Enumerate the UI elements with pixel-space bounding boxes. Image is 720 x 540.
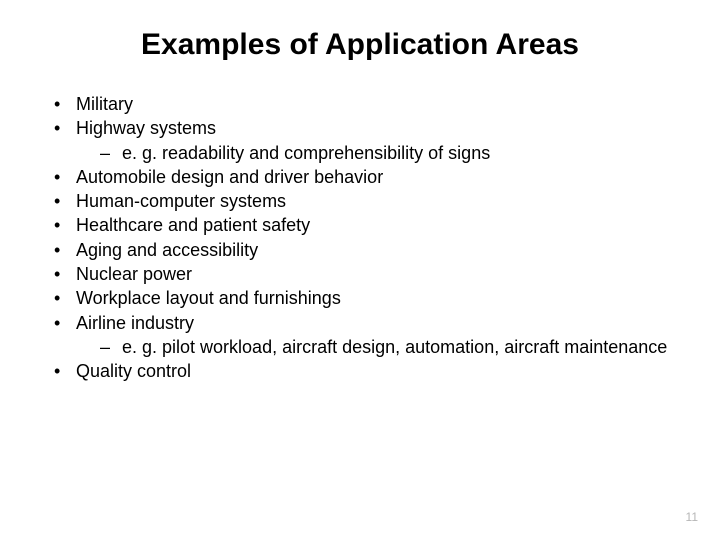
- list-item: e. g. pilot workload, aircraft design, a…: [100, 335, 690, 359]
- list-item: Highway systems e. g. readability and co…: [50, 116, 690, 165]
- list-item: Aging and accessibility: [50, 238, 690, 262]
- bullet-text: Automobile design and driver behavior: [76, 167, 383, 187]
- list-item: Automobile design and driver behavior: [50, 165, 690, 189]
- slide-title: Examples of Application Areas: [0, 0, 720, 92]
- slide: Examples of Application Areas Military H…: [0, 0, 720, 540]
- bullet-list: Military Highway systems e. g. readabili…: [50, 92, 690, 384]
- bullet-text: Quality control: [76, 361, 191, 381]
- list-item: Airline industry e. g. pilot workload, a…: [50, 311, 690, 360]
- bullet-text: Human-computer systems: [76, 191, 286, 211]
- list-item: Human-computer systems: [50, 189, 690, 213]
- list-item: e. g. readability and comprehensibility …: [100, 141, 690, 165]
- bullet-text: Workplace layout and furnishings: [76, 288, 341, 308]
- list-item: Healthcare and patient safety: [50, 213, 690, 237]
- list-item: Military: [50, 92, 690, 116]
- bullet-text: Military: [76, 94, 133, 114]
- list-item: Workplace layout and furnishings: [50, 286, 690, 310]
- slide-body: Military Highway systems e. g. readabili…: [0, 92, 720, 384]
- bullet-text: Aging and accessibility: [76, 240, 258, 260]
- sub-bullet-list: e. g. pilot workload, aircraft design, a…: [76, 335, 690, 359]
- bullet-text: Healthcare and patient safety: [76, 215, 310, 235]
- bullet-text: e. g. pilot workload, aircraft design, a…: [122, 337, 667, 357]
- bullet-text: Nuclear power: [76, 264, 192, 284]
- list-item: Quality control: [50, 359, 690, 383]
- list-item: Nuclear power: [50, 262, 690, 286]
- bullet-text: Highway systems: [76, 118, 216, 138]
- sub-bullet-list: e. g. readability and comprehensibility …: [76, 141, 690, 165]
- bullet-text: e. g. readability and comprehensibility …: [122, 143, 490, 163]
- page-number: 11: [686, 510, 698, 524]
- bullet-text: Airline industry: [76, 313, 194, 333]
